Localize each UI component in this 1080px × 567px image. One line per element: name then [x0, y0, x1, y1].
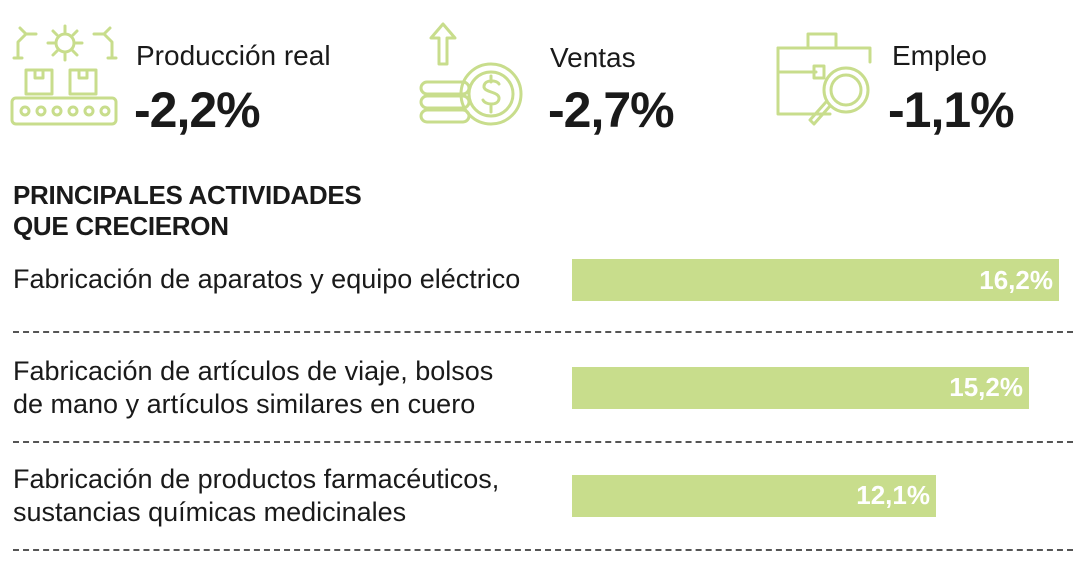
category-label-line: Fabricación de artículos de viaje, bolso… — [13, 356, 494, 386]
kpi-label: Empleo — [892, 40, 987, 71]
briefcase-search-icon — [776, 32, 872, 126]
chart-title-line: PRINCIPALES ACTIVIDADES — [13, 180, 362, 210]
category-label-line: Fabricación de productos farmacéuticos, — [13, 464, 500, 494]
category-label: Fabricación de aparatos y equipo eléctri… — [13, 263, 563, 296]
category-label-line: de mano y artículos similares en cuero — [13, 389, 476, 419]
kpi-label: Producción real — [136, 40, 331, 71]
category-label-line: sustancias químicas medicinales — [13, 497, 407, 527]
factory-conveyor-icon — [10, 24, 118, 126]
bar — [572, 475, 936, 517]
chart-title: PRINCIPALES ACTIVIDADES QUE CRECIERON — [13, 180, 362, 242]
kpi-value: -1,1% — [888, 82, 1015, 138]
data-label: 15,2% — [949, 372, 1023, 402]
coins-dollar-arrow-icon — [419, 22, 523, 126]
data-label: 16,2% — [979, 265, 1053, 295]
category-label: Fabricación de artículos de viaje, bolso… — [13, 355, 563, 421]
category-label: Fabricación de productos farmacéuticos, … — [13, 463, 563, 529]
kpi-label: Ventas — [550, 42, 636, 73]
bar — [572, 367, 1029, 409]
row-divider — [13, 331, 1073, 333]
row-divider — [13, 549, 1073, 551]
kpi-value: -2,7% — [548, 82, 675, 138]
bar — [572, 259, 1059, 301]
category-label-line: Fabricación de aparatos y equipo eléctri… — [13, 264, 521, 294]
row-divider — [13, 441, 1073, 443]
chart-title-line: QUE CRECIERON — [13, 211, 229, 241]
data-label: 12,1% — [856, 480, 930, 510]
kpi-value: -2,2% — [134, 82, 261, 138]
